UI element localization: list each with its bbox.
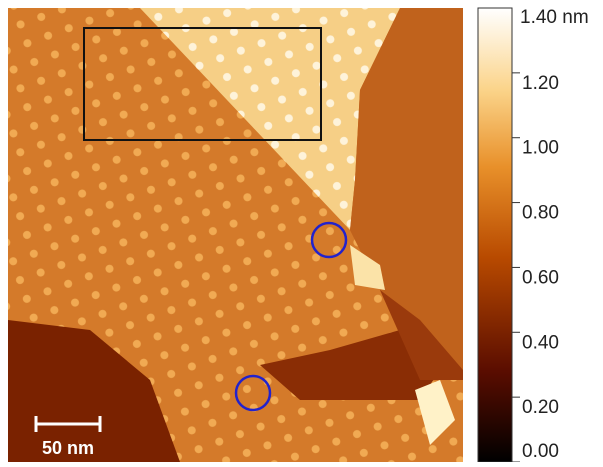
- colorbar-tick-label: 0.40: [522, 332, 559, 353]
- colorbar-tick-label: 0.00: [522, 441, 559, 462]
- stm-image: 50 nm: [8, 8, 463, 462]
- colorbar-max-label: 1.40 nm: [520, 7, 589, 28]
- colorbar-tick-label: 0.80: [522, 203, 559, 224]
- colorbar-tick-label: 1.00: [522, 138, 559, 159]
- colorbar-tick-label: 0.20: [522, 397, 559, 418]
- page: 50 nm 1.40 nm 1.20 1.00 0.80 0.60 0.40 0.20 0.…: [0, 0, 603, 462]
- scale-bar-label: 50 nm: [42, 438, 94, 458]
- colorbar: [478, 8, 512, 462]
- colorbar-tick-label: 1.20: [522, 73, 559, 94]
- colorbar-tick-label: 0.60: [522, 267, 559, 288]
- figure: 50 nm 1.40 nm 1.20 1.00 0.80 0.60 0.40 0.20 0.…: [0, 0, 603, 462]
